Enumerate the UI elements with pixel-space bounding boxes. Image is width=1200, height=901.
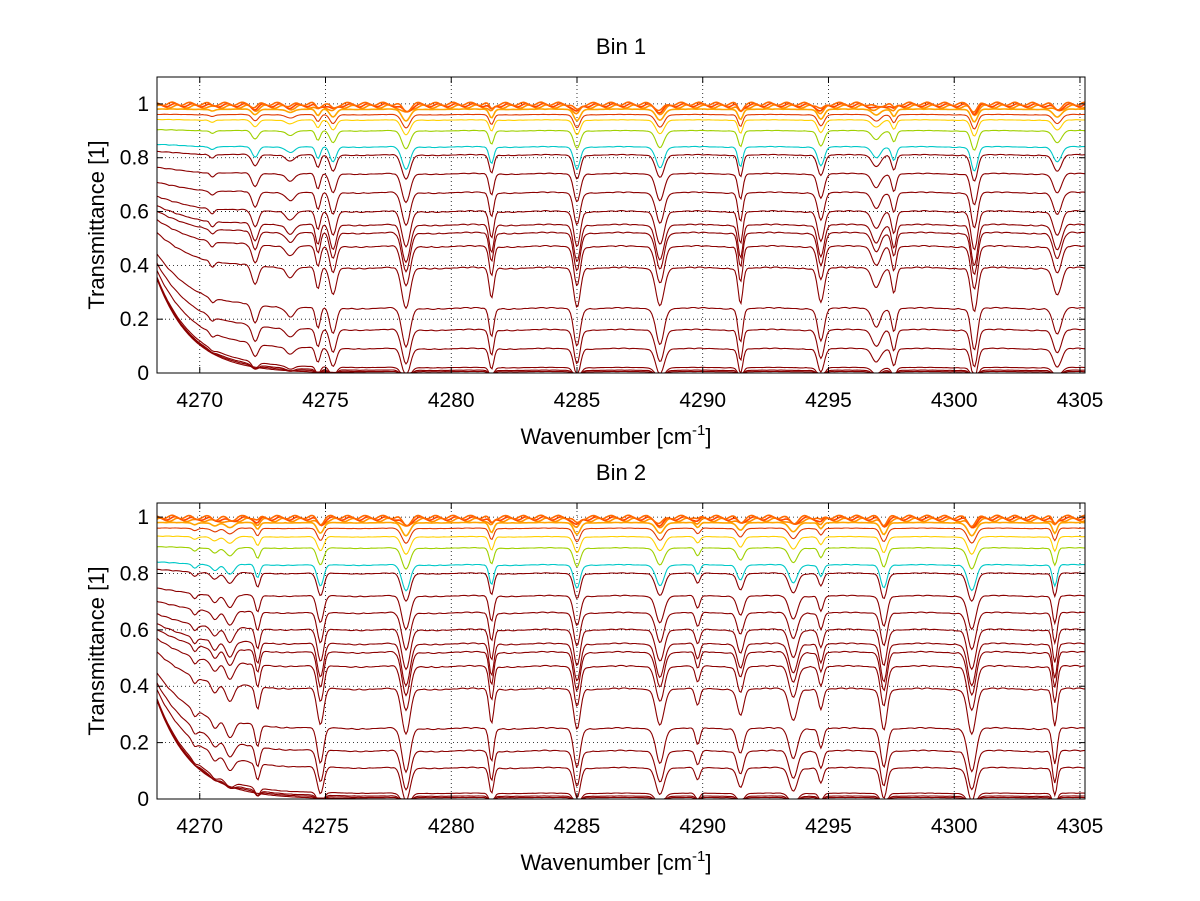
series-line bbox=[157, 546, 1085, 570]
series-line bbox=[157, 561, 1085, 592]
y-tick-label: 0.4 bbox=[120, 675, 150, 698]
x-tick-label: 4305 bbox=[1057, 389, 1104, 412]
y-tick-label: 1 bbox=[137, 506, 149, 529]
chart-panel-bin-1: 4270 4275 4280 4285 4290 4295 4300 4305 0 0.2 0.4 0… bbox=[84, 34, 1103, 449]
series-line bbox=[157, 278, 1085, 373]
axes-box bbox=[156, 76, 1086, 374]
x-tick-label: 4275 bbox=[302, 815, 349, 838]
series-line bbox=[157, 278, 1085, 373]
series-line bbox=[157, 262, 1085, 368]
y-axis-label: Transmittance [1] bbox=[84, 140, 109, 309]
series-group bbox=[157, 514, 1085, 799]
x-axis-label: Wavenumber [cm-1] bbox=[520, 422, 711, 449]
series-line bbox=[157, 129, 1085, 151]
x-axis-label-end: ] bbox=[705, 424, 711, 449]
x-tick-label: 4280 bbox=[428, 815, 475, 838]
x-tick-label: 4295 bbox=[805, 815, 852, 838]
y-tick-label: 0.2 bbox=[120, 732, 149, 755]
x-tick-label: 4300 bbox=[931, 815, 978, 838]
x-axis-label-sup: -1 bbox=[692, 422, 705, 439]
series-line bbox=[157, 689, 1085, 799]
y-tick-label: 0.8 bbox=[120, 147, 149, 170]
series-line bbox=[157, 682, 1085, 791]
series-line bbox=[157, 600, 1085, 652]
chart-title: Bin 1 bbox=[596, 34, 646, 59]
x-tick-label: 4270 bbox=[176, 389, 223, 412]
series-line bbox=[157, 195, 1085, 251]
y-tick-label: 0.4 bbox=[120, 254, 150, 277]
axes-box bbox=[156, 502, 1086, 800]
series-line bbox=[157, 521, 1085, 537]
series-line bbox=[157, 232, 1085, 313]
y-tick-label: 0.6 bbox=[120, 201, 149, 224]
series-line bbox=[157, 277, 1085, 373]
series-line bbox=[157, 181, 1085, 229]
x-tick-label: 4295 bbox=[805, 389, 852, 412]
x-tick-label: 4285 bbox=[554, 815, 601, 838]
series-line bbox=[157, 672, 1085, 774]
series-line bbox=[157, 568, 1085, 603]
x-axis-label-end: ] bbox=[705, 850, 711, 875]
series-line bbox=[157, 699, 1085, 799]
y-tick-label: 0.8 bbox=[120, 562, 149, 585]
series-line bbox=[157, 637, 1085, 712]
x-tick-label: 4290 bbox=[679, 389, 726, 412]
series-line bbox=[157, 651, 1085, 736]
series-line bbox=[157, 629, 1085, 697]
series-line bbox=[157, 270, 1085, 373]
series-line bbox=[157, 699, 1085, 799]
series-line bbox=[157, 101, 1085, 114]
series-line bbox=[157, 276, 1085, 373]
y-tick-label: 0.6 bbox=[120, 619, 149, 642]
series-line bbox=[157, 700, 1085, 799]
series-line bbox=[157, 108, 1085, 123]
y-tick-label: 0 bbox=[137, 362, 149, 385]
x-tick-label: 4290 bbox=[679, 815, 726, 838]
series-line bbox=[157, 514, 1085, 528]
series-line bbox=[157, 623, 1085, 687]
series-line bbox=[157, 150, 1085, 182]
chart-panel-bin-2: 4270 4275 4280 4285 4290 4295 4300 4305 0 0.2 0.4 0… bbox=[84, 460, 1103, 875]
series-line bbox=[157, 587, 1085, 631]
series-line bbox=[157, 535, 1085, 556]
series-line bbox=[157, 613, 1085, 671]
series-line bbox=[157, 113, 1085, 130]
x-axis-label: Wavenumber [cm-1] bbox=[520, 848, 711, 875]
x-tick-label: 4280 bbox=[428, 389, 475, 412]
series-line bbox=[157, 219, 1085, 290]
series-line bbox=[157, 143, 1085, 172]
series-line bbox=[157, 210, 1085, 276]
chart-title: Bin 2 bbox=[596, 460, 646, 485]
x-tick-label: 4305 bbox=[1057, 815, 1104, 838]
x-axis-label-sup: -1 bbox=[692, 848, 705, 865]
x-tick-label: 4270 bbox=[176, 815, 223, 838]
x-tick-label: 4300 bbox=[931, 389, 978, 412]
series-line bbox=[157, 698, 1085, 799]
x-tick-label: 4275 bbox=[302, 389, 349, 412]
x-tick-label: 4285 bbox=[554, 389, 601, 412]
y-tick-label: 0.2 bbox=[120, 308, 149, 331]
x-axis-label-main: Wavenumber [cm bbox=[520, 850, 692, 875]
series-line bbox=[157, 118, 1085, 137]
series-line bbox=[157, 527, 1085, 544]
y-tick-label: 0 bbox=[137, 788, 149, 811]
y-tick-label: 1 bbox=[137, 93, 149, 116]
series-line bbox=[157, 166, 1085, 206]
series-line bbox=[157, 253, 1085, 351]
y-axis-label: Transmittance [1] bbox=[84, 566, 109, 735]
x-axis-label-main: Wavenumber [cm bbox=[520, 424, 692, 449]
series-line bbox=[157, 205, 1085, 266]
series-group bbox=[157, 101, 1085, 373]
